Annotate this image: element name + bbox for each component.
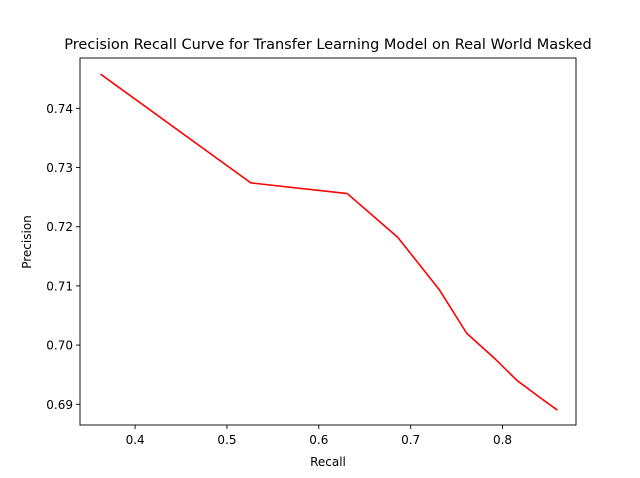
- x-tick-label: 0.5: [217, 433, 236, 447]
- y-tick-label: 0.70: [46, 339, 73, 353]
- axes-frame: [79, 57, 577, 426]
- y-tick-label: 0.74: [46, 102, 73, 116]
- y-tick-label: 0.71: [46, 279, 73, 293]
- series-line-0: [100, 73, 558, 411]
- x-axis-label: Recall: [310, 455, 346, 469]
- plot-area: [79, 57, 577, 426]
- x-tick-label: 0.8: [493, 433, 512, 447]
- x-axis: 0.4 0.5 0.6 0.7 0.8: [126, 425, 512, 447]
- y-axis-label: Precision: [20, 215, 34, 269]
- x-tick-label: 0.7: [401, 433, 420, 447]
- y-tick-label: 0.69: [46, 398, 73, 412]
- x-tick-label: 0.4: [126, 433, 145, 447]
- x-tick-label: 0.6: [309, 433, 328, 447]
- y-axis: 0.69 0.70 0.71 0.72 0.73 0.74: [46, 102, 80, 412]
- y-tick-label: 0.73: [46, 161, 73, 175]
- chart-title: Precision Recall Curve for Transfer Lear…: [64, 37, 591, 53]
- y-tick-label: 0.72: [46, 220, 73, 234]
